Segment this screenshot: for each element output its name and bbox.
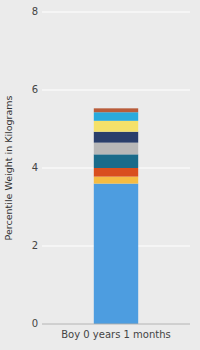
y-tick-label: 6 bbox=[32, 84, 38, 95]
y-tick-label: 0 bbox=[32, 318, 38, 329]
bar-segment bbox=[94, 143, 138, 155]
x-axis-line bbox=[42, 324, 190, 325]
y-tick-label: 2 bbox=[32, 240, 38, 251]
y-axis-label: Percentile Weight in Kilograms bbox=[3, 95, 14, 240]
bar-segment bbox=[94, 121, 138, 132]
bar-segment bbox=[94, 177, 138, 184]
grid-line bbox=[42, 11, 190, 12]
background bbox=[0, 0, 200, 350]
bar-segment bbox=[94, 108, 138, 112]
y-tick-label: 8 bbox=[32, 6, 38, 17]
grid-line bbox=[42, 323, 190, 324]
bar-segment bbox=[94, 168, 138, 177]
bar-segment bbox=[94, 184, 138, 324]
y-tick-label: 4 bbox=[32, 162, 38, 173]
chart: 0 2 4 6 8 Boy 0 years 1 months Percentile Weig… bbox=[0, 0, 200, 350]
bar-segment bbox=[94, 154, 138, 168]
x-tick-label: Boy 0 years 1 months bbox=[61, 329, 171, 340]
grid-line bbox=[42, 89, 190, 90]
bar-segment bbox=[94, 132, 138, 143]
bar-segment bbox=[94, 112, 138, 121]
bars bbox=[94, 108, 138, 324]
